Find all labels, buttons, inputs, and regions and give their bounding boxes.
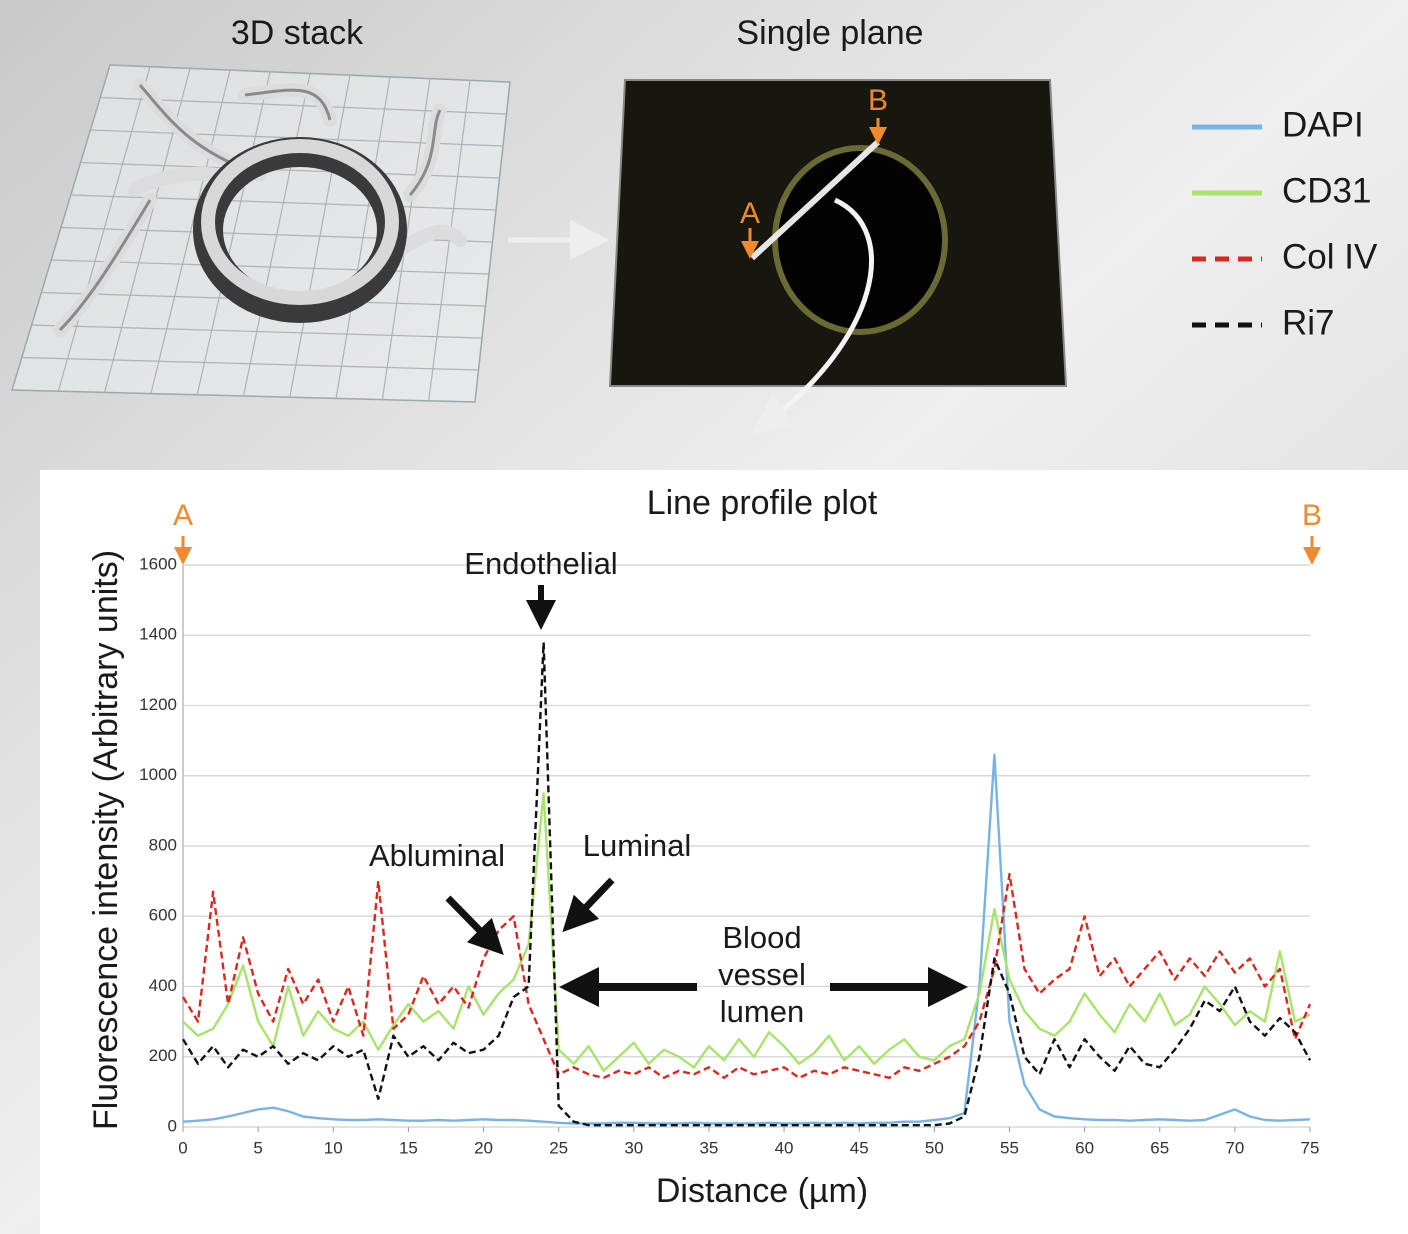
x-tick-label: 25: [549, 1138, 568, 1157]
legend-label: Col IV: [1282, 237, 1378, 276]
point-label: A: [740, 197, 760, 230]
x-tick-label: 60: [1075, 1138, 1094, 1157]
y-tick-label: 0: [168, 1116, 177, 1135]
point-label: B: [868, 84, 888, 117]
y-axis-title: Fluorescence intensity (Arbitrary units): [87, 550, 125, 1130]
legend-label: CD31: [1282, 171, 1371, 210]
y-tick-label: 1400: [139, 625, 177, 644]
annotation: vessel: [718, 957, 806, 992]
annotation: Blood: [722, 920, 801, 955]
x-tick-label: 40: [775, 1138, 794, 1157]
series-line: [181, 641, 1312, 1127]
panel-title: 3D stack: [231, 14, 364, 52]
x-tick-label: 55: [1000, 1138, 1019, 1157]
annotation: lumen: [720, 994, 804, 1029]
y-tick-label: 1600: [139, 554, 177, 573]
x-tick-label: 75: [1301, 1138, 1320, 1157]
x-tick-label: 0: [178, 1138, 187, 1157]
x-tick-label: 5: [253, 1138, 262, 1157]
x-tick-label: 70: [1225, 1138, 1244, 1157]
point-label: A: [173, 499, 193, 532]
plane-illustration: [608, 79, 1068, 434]
annotation: Abluminal: [369, 838, 505, 873]
y-tick-label: 1000: [139, 765, 177, 784]
arrow: [445, 895, 504, 956]
x-tick-label: 50: [925, 1138, 944, 1157]
x-tick-label: 45: [850, 1138, 869, 1157]
y-tick-label: 400: [149, 976, 177, 995]
annotations: Endothelial Abluminal Luminal Blood vess…: [369, 546, 968, 1029]
y-tick-label: 200: [149, 1046, 177, 1065]
legend-label: Ri7: [1282, 303, 1335, 342]
series-line: [181, 872, 1312, 1079]
x-tick-label: 20: [474, 1138, 493, 1157]
plot-area: 0 200 400 600 800 1000 1200 1400 1600 0 5 10 15 20 25 3…: [139, 554, 1319, 1157]
x-tick-label: 30: [624, 1138, 643, 1157]
series-line: [182, 792, 1311, 1072]
arrow: [562, 877, 615, 933]
plot-panel: [40, 470, 1408, 1234]
x-tick-label: 35: [699, 1138, 718, 1157]
y-tick-label: 600: [149, 906, 177, 925]
x-axis-title: Distance (µm): [656, 1172, 868, 1210]
chart-title: Line profile plot: [647, 484, 878, 522]
panel-title: Single plane: [736, 14, 923, 52]
y-tick-label: 1200: [139, 695, 177, 714]
x-tick-label: 15: [399, 1138, 418, 1157]
annotation: Endothelial: [464, 546, 617, 581]
annotation: Luminal: [583, 828, 692, 863]
point-label: B: [1302, 499, 1322, 532]
series-line: [182, 753, 1311, 1125]
y-tick-label: 800: [149, 835, 177, 854]
stack-illustration: [10, 64, 511, 403]
x-tick-label: 10: [324, 1138, 343, 1157]
legend-label: DAPI: [1282, 105, 1364, 144]
x-tick-label: 65: [1150, 1138, 1169, 1157]
